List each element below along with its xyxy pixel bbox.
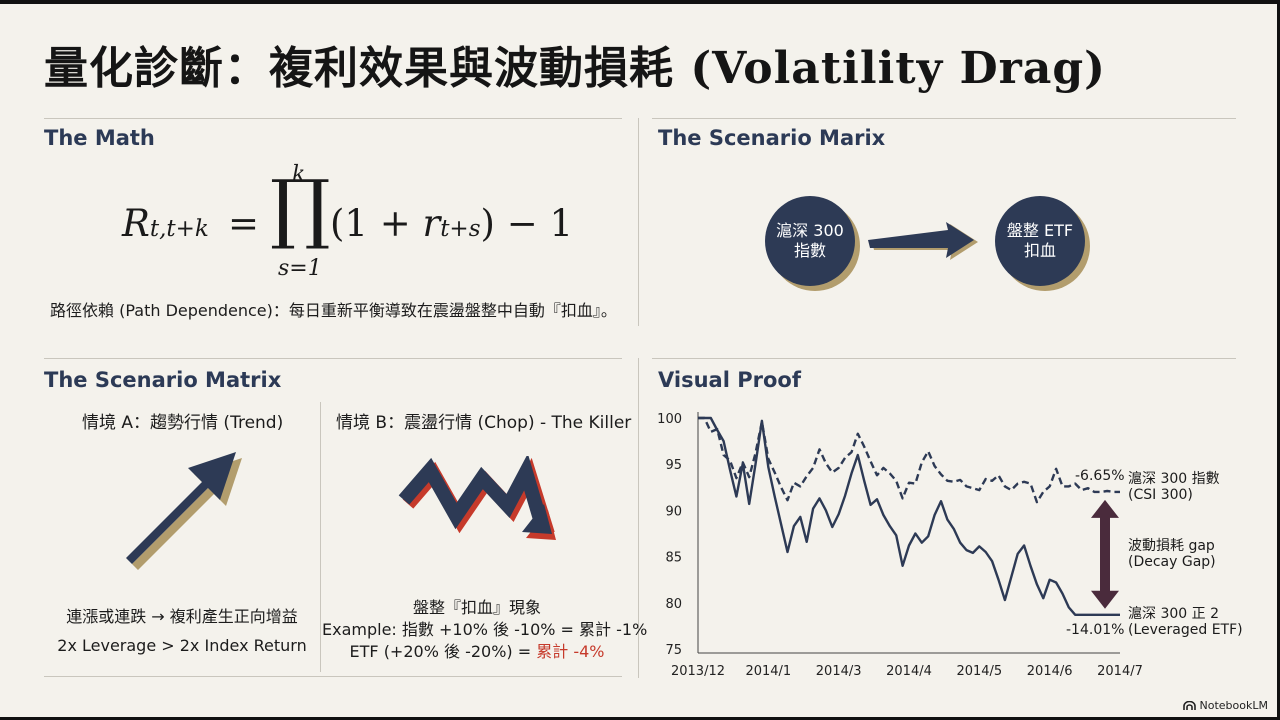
index-pct-label: -6.65% — [1075, 468, 1125, 484]
visual-proof-chart: 100 95 90 85 80 75 2013/12 2014/1 2014/3 2014/4 20… — [657, 412, 1143, 679]
y-tick-label: 90 — [665, 504, 682, 519]
divider-bottom-left — [44, 676, 622, 677]
scenario-matrix-heading: The Scenario Matrix — [44, 368, 282, 392]
x-tick-label: 2013/12 — [671, 664, 725, 679]
brand-watermark: NotebookLM — [1182, 699, 1268, 712]
divider-top-right — [652, 118, 1236, 119]
compound-formula: Rt,t+k = k ∏ s=1 (1 + rt+s) − 1 — [120, 162, 580, 288]
visual-proof-heading: Visual Proof — [658, 368, 801, 392]
flow-arrow — [868, 222, 978, 260]
y-tick-label: 75 — [665, 643, 682, 658]
case-b-heading: 情境 B：震盪行情 (Chop) - The Killer — [336, 413, 632, 433]
divider-mid-right — [652, 358, 1236, 359]
gap-sub-label: (Decay Gap) — [1128, 554, 1216, 570]
index-sub-label: (CSI 300) — [1128, 487, 1193, 503]
formula-rhs: (1 + rt+s) − 1 — [330, 202, 574, 245]
x-tick-label: 2014/6 — [1027, 664, 1073, 679]
top-border — [0, 0, 1280, 4]
x-tick-label: 2014/4 — [886, 664, 932, 679]
x-tick-label: 2014/3 — [816, 664, 862, 679]
y-tick-label: 80 — [665, 597, 682, 612]
csi300-circle-line1: 滬深 300 — [776, 221, 844, 240]
brand-name: NotebookLM — [1199, 699, 1268, 712]
case-b-line3-red: 累計 -4% — [536, 642, 605, 661]
x-tick-label: 2014/1 — [745, 664, 791, 679]
divider-mid-left — [44, 358, 622, 359]
etf-name-label: 滬深 300 正 2 — [1128, 606, 1219, 622]
csi300-circle-line2: 指數 — [793, 241, 826, 260]
case-b-line3-text: ETF (+20% 後 -20%) = — [349, 642, 537, 661]
path-dependence-note: 路徑依賴 (Path Dependence)：每日重新平衡導致在震盪盤整中自動『… — [50, 301, 617, 320]
bottom-border — [0, 717, 1280, 720]
scenario-marix-heading: The Scenario Marix — [658, 126, 886, 150]
y-tick-label: 95 — [665, 458, 682, 473]
formula-lower-limit: s=1 — [278, 256, 322, 281]
etf-circle: 盤整 ETF 扣血 — [995, 196, 1085, 286]
notebooklm-logo-icon — [1182, 700, 1196, 710]
product-symbol: ∏ — [270, 163, 331, 252]
formula-lhs: Rt,t+k — [122, 202, 209, 245]
case-b-line1: 盤整『扣血』現象 — [412, 598, 541, 617]
chop-zigzag-arrow-icon — [398, 456, 556, 540]
title-cjk: 量化診斷：複利效果與波動損耗 — [44, 43, 674, 94]
formula-upper-limit: k — [292, 162, 306, 187]
case-b-line3: ETF (+20% 後 -20%) = 累計 -4% — [322, 638, 632, 662]
case-a-line2: 2x Leverage > 2x Index Return — [57, 636, 307, 655]
y-tick-label: 100 — [657, 412, 682, 427]
divider-vertical-top — [638, 118, 639, 326]
right-border — [1277, 0, 1280, 720]
case-a-heading: 情境 A：趨勢行情 (Trend) — [82, 413, 284, 433]
title-latin: (Volatility Drag) — [690, 43, 1106, 94]
case-a-line1: 連漲或連跌 → 複利產生正向增益 — [66, 607, 298, 626]
x-tick-label: 2014/5 — [956, 664, 1002, 679]
etf-circle-line1: 盤整 ETF — [1006, 221, 1074, 240]
case-b-line2: Example: 指數 +10% 後 -10% = 累計 -1% — [322, 620, 648, 639]
divider-top-left — [44, 118, 622, 119]
index-name-label: 滬深 300 指數 — [1128, 471, 1220, 487]
gap-name-label: 波動損耗 gap — [1128, 538, 1215, 554]
trend-up-arrow-icon — [126, 452, 242, 570]
etf-sub-label: (Leveraged ETF) — [1128, 622, 1243, 638]
divider-vertical-bottom — [638, 358, 639, 678]
csi300-circle: 滬深 300 指數 — [765, 196, 855, 286]
math-heading: The Math — [44, 126, 155, 150]
etf-circle-line2: 扣血 — [1023, 241, 1056, 260]
decay-gap-arrow — [1091, 499, 1119, 609]
formula-equals: = — [228, 202, 260, 245]
leveraged-etf-line — [698, 416, 1120, 617]
etf-pct-label: -14.01% — [1066, 622, 1125, 638]
divider-case — [320, 402, 321, 672]
x-tick-label: 2014/7 — [1097, 664, 1143, 679]
page-title: 量化診斷：複利效果與波動損耗 (Volatility Drag) — [44, 32, 1244, 96]
y-tick-label: 85 — [665, 551, 682, 566]
